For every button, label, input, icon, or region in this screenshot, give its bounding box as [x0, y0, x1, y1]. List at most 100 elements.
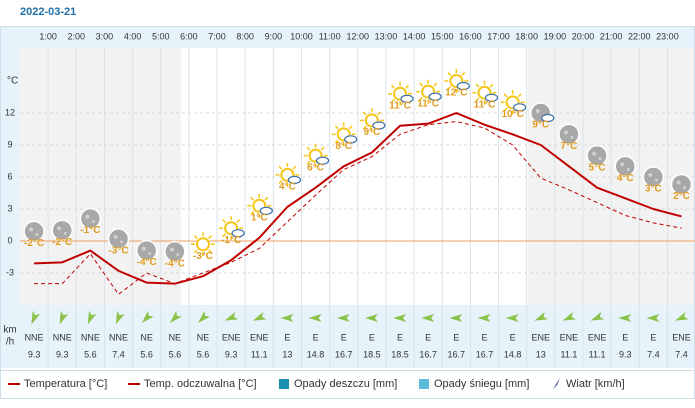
- cloud-icon: [259, 206, 273, 215]
- sun-ray: [419, 82, 424, 87]
- moon-spot: [91, 220, 95, 224]
- wind-direction: NNE: [81, 332, 100, 342]
- hour-label: 4:00: [124, 31, 142, 41]
- wind-arrow-shape: [393, 314, 407, 322]
- hour-label: 16:00: [459, 31, 482, 41]
- moon-spot: [654, 178, 658, 182]
- y-axis-label: °C: [7, 76, 18, 87]
- feels-like-line: [34, 121, 682, 295]
- wind-arrow-shape: [618, 314, 632, 322]
- moon-icon: [135, 239, 158, 262]
- cloud-icon: [372, 121, 386, 130]
- wind-direction: NNE: [109, 332, 128, 342]
- hour-label: 14:00: [403, 31, 426, 41]
- sun-ray: [334, 125, 339, 130]
- y-panel: [0, 26, 20, 368]
- wind-unit: /h: [6, 337, 14, 348]
- temp-label: -3°C: [193, 251, 213, 262]
- moon-spot: [648, 173, 653, 177]
- sun-ray: [475, 83, 480, 88]
- hour-label: 15:00: [431, 31, 454, 41]
- wind-direction: NE: [140, 332, 153, 342]
- moon-spot: [570, 135, 574, 139]
- wind-arrow-shape: [675, 312, 689, 321]
- moon-spot: [620, 162, 625, 167]
- wind-arrow-shape: [449, 314, 463, 322]
- temp-label: -2°C: [24, 238, 44, 249]
- wind-speed: 18.5: [391, 349, 409, 359]
- sun-ray: [264, 196, 269, 201]
- cloud-icon: [513, 103, 527, 112]
- sun-ray: [208, 249, 212, 254]
- wind-speed: 11.1: [589, 349, 606, 359]
- hour-label: 13:00: [375, 31, 398, 41]
- cloud-icon: [428, 92, 442, 101]
- wind-arrow: [675, 312, 689, 321]
- wind-arrow-shape: [87, 310, 97, 325]
- wind-speed: 9.3: [619, 349, 632, 359]
- sun-ray: [391, 84, 395, 89]
- sun-ray: [461, 71, 466, 76]
- wind-direction: E: [284, 332, 290, 342]
- wind-direction: ENE: [560, 332, 579, 342]
- temperature-line: [34, 112, 682, 285]
- hour-label: 23:00: [656, 31, 679, 41]
- wind-arrow-shape: [364, 314, 378, 322]
- moon-icon: [614, 155, 636, 178]
- sun-ray: [222, 233, 226, 238]
- temp-label: -1°C: [221, 235, 241, 246]
- wind-arrow: [336, 314, 350, 322]
- moon-spot: [676, 180, 681, 185]
- wind-arrow-shape: [169, 310, 182, 323]
- moon-spot: [35, 232, 39, 236]
- wind-arrow: [252, 312, 267, 321]
- wind-direction: E: [481, 332, 487, 342]
- wind-direction: E: [397, 332, 403, 342]
- moon-spot: [169, 247, 174, 252]
- moon-spot: [29, 227, 34, 232]
- wind-speed: 5.6: [84, 349, 97, 359]
- wind-speed: 11.1: [560, 349, 577, 359]
- temp-label: -1°C: [80, 225, 100, 236]
- sun-ray: [208, 235, 212, 240]
- wind-direction: NNE: [53, 332, 72, 342]
- wind-direction: NE: [169, 332, 182, 342]
- hour-label: 10:00: [290, 31, 313, 41]
- wind-arrow: [280, 314, 294, 322]
- hour-label: 19:00: [544, 31, 567, 41]
- wind-direction: ENE: [250, 332, 269, 342]
- hour-header: [0, 26, 695, 48]
- wind-direction: NE: [197, 332, 210, 342]
- wind-direction: E: [425, 332, 431, 342]
- moon-icon: [107, 228, 130, 250]
- moon-spot: [113, 234, 118, 239]
- hour-label: 6:00: [180, 31, 198, 41]
- moon-spot: [598, 157, 602, 161]
- wind-arrow-shape: [421, 314, 435, 322]
- hour-label: 12:00: [347, 31, 370, 41]
- cloud-icon: [456, 81, 470, 91]
- wind-arrow: [141, 310, 154, 323]
- wind-direction: E: [369, 332, 375, 342]
- cloud-icon: [541, 113, 555, 123]
- hour-label: 1:00: [39, 31, 57, 41]
- wind-speed: 9.3: [28, 349, 41, 359]
- wind-arrow-shape: [198, 310, 211, 323]
- wind-speed: 7.4: [675, 349, 688, 359]
- temp-label: 2°C: [673, 191, 690, 202]
- cloud-icon: [231, 229, 245, 238]
- temp-label: 10°C: [501, 109, 523, 120]
- wind-speed: 5.6: [140, 349, 153, 359]
- moon-spot: [120, 240, 124, 244]
- cloud-icon: [484, 93, 499, 102]
- wind-arrow-shape: [308, 314, 322, 322]
- wind-direction: ENE: [532, 332, 551, 342]
- sun-ray: [419, 96, 424, 101]
- sun-ray: [250, 210, 255, 215]
- wind-arrow: [364, 314, 378, 322]
- wind-arrow-shape: [59, 310, 69, 325]
- sun-ray: [292, 165, 297, 170]
- wind-direction: ENE: [222, 332, 241, 342]
- temp-label: 5°C: [589, 162, 606, 173]
